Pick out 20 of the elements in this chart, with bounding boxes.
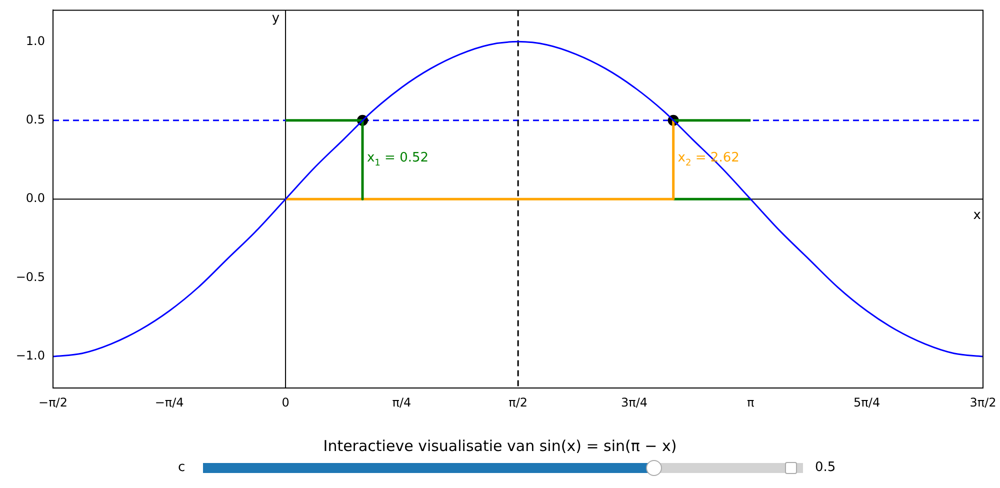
x-tick-label: 3π/4: [620, 395, 648, 410]
x-tick-label: π/2: [508, 395, 528, 410]
x-tick-label: 0: [282, 395, 290, 410]
x-tick-label: 3π/2: [970, 395, 996, 410]
y-tick-label: 1.0: [26, 34, 45, 48]
y-tick-label: −0.5: [16, 270, 45, 284]
line-series: [53, 40, 983, 358]
x-axis-title: x: [973, 208, 982, 224]
x-tick-label: −π/2: [38, 395, 68, 410]
y-tick-label: 0.0: [26, 191, 45, 206]
y-tick-label: −1.0: [16, 348, 45, 363]
x-tick-label: −π/4: [154, 395, 184, 410]
y-tick-label: 0.5: [26, 112, 45, 127]
text: c: [178, 460, 186, 475]
x-tick-label: π: [746, 395, 754, 410]
x-tick-label: π/4: [392, 395, 412, 410]
y-axis-title: y: [272, 11, 280, 26]
x-tick-label: 5π/4: [854, 395, 880, 410]
text: Interactieve visualisatie van sin(x) = sin(π − x): [322, 437, 678, 455]
text: 0.5: [815, 460, 836, 475]
